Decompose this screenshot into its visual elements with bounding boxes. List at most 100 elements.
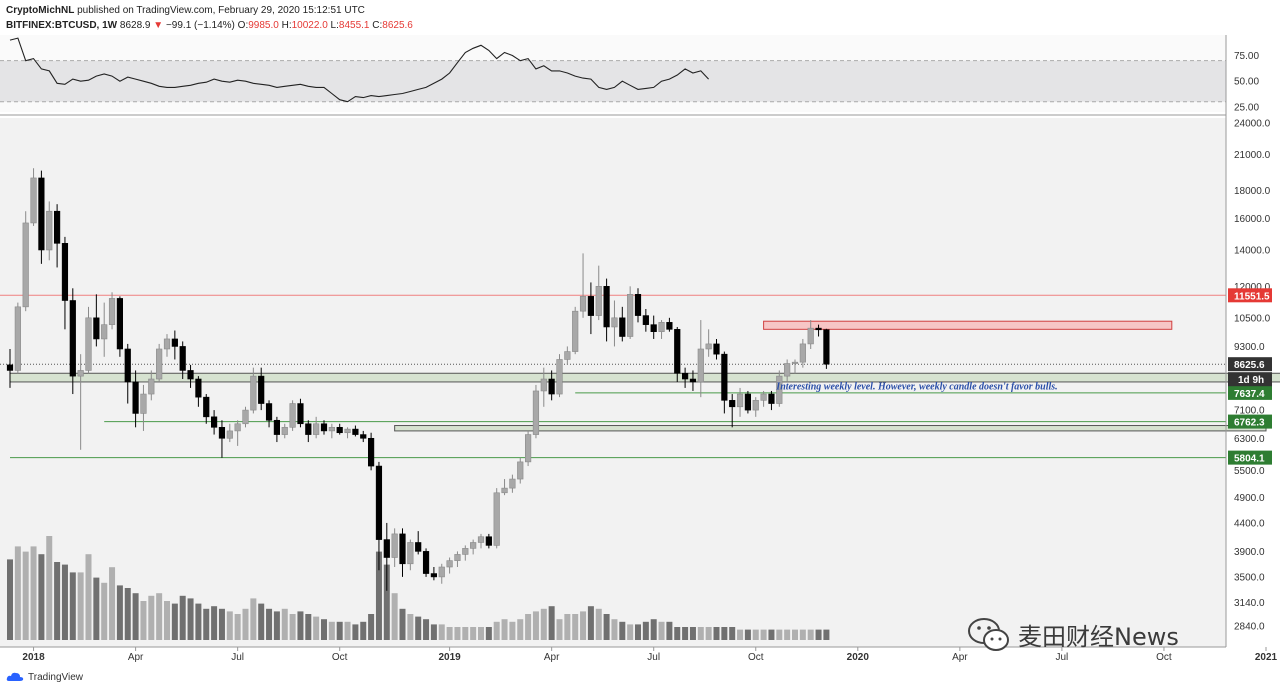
volume-bar <box>140 601 147 640</box>
candle-body <box>30 177 37 224</box>
candle-body <box>595 286 602 316</box>
candle-body <box>383 539 390 558</box>
price-tick-label: 18000.0 <box>1234 186 1271 197</box>
candle-body <box>69 300 76 377</box>
volume-bar <box>611 619 618 640</box>
price-tick-label: 4900.0 <box>1234 493 1265 504</box>
candle-body <box>650 324 657 332</box>
candle-body <box>501 487 508 494</box>
volume-bar <box>368 614 375 640</box>
chart-annotation: Interesting weekly level. However, weekl… <box>775 381 1057 392</box>
candle-body <box>697 348 704 383</box>
volume-bar <box>713 627 720 640</box>
volume-bar <box>313 616 320 640</box>
volume-bar <box>784 629 791 640</box>
level-price-tag <box>1228 385 1272 400</box>
candle-body <box>477 536 485 543</box>
volume-bar <box>344 621 351 640</box>
candle-body <box>211 416 218 428</box>
candle-body <box>548 378 555 395</box>
level-price-label: 7637.4 <box>1234 389 1265 400</box>
candle-body <box>485 536 492 546</box>
time-tick-label: Apr <box>544 652 560 663</box>
volume-bar <box>744 629 751 640</box>
candle-body <box>407 542 414 565</box>
candle-body <box>132 381 139 414</box>
candle-body <box>784 363 791 377</box>
candle-body <box>250 375 257 411</box>
volume-bar <box>281 608 288 640</box>
countdown-label: 1d 9h <box>1238 375 1264 386</box>
candle-body <box>61 243 69 301</box>
candle-body <box>195 378 202 398</box>
candle-body <box>93 317 100 340</box>
price-tick-label: 16000.0 <box>1234 214 1271 225</box>
volume-bar <box>729 627 736 640</box>
level-price-label: 5804.1 <box>1234 454 1265 465</box>
volume-bar <box>642 621 649 640</box>
header-row-quote: BITFINEX:BTCUSD, 1W 8628.9 ▼ −99.1 (−1.1… <box>6 18 906 33</box>
candle-body <box>328 427 335 432</box>
candle-body <box>438 566 445 578</box>
candle-body <box>320 423 328 432</box>
volume-bar <box>61 564 68 640</box>
candle-body <box>674 329 681 374</box>
candle-body <box>603 286 610 328</box>
volume-bar <box>54 562 61 640</box>
price-tick-label: 24000.0 <box>1234 118 1271 129</box>
volume-bar <box>132 593 139 640</box>
volume-bar <box>38 554 45 640</box>
volume-bar <box>650 619 657 640</box>
volume-bar <box>250 598 257 640</box>
price-tick-label: 10500.0 <box>1234 313 1271 324</box>
candle-body <box>666 322 673 330</box>
candle-body <box>258 375 265 404</box>
support-zone <box>394 425 1267 432</box>
volume-bar <box>360 621 367 640</box>
candle-body <box>744 393 751 411</box>
ohlc-close-label: C: <box>372 20 383 31</box>
author-name[interactable]: CryptoMichNL <box>6 5 75 16</box>
axes: 75.00 50.00 25.00 24000.0 21000.0 18000.0 1600… <box>0 35 1278 663</box>
volume-bar <box>226 611 233 640</box>
symbol-label[interactable]: BITFINEX:BTCUSD, 1W <box>6 20 118 31</box>
candle-body <box>721 353 728 401</box>
candle-body <box>85 317 92 371</box>
down-arrow-icon: ▼ <box>153 20 164 31</box>
price-tick-label: 3500.0 <box>1234 572 1265 583</box>
volume-bar <box>438 624 445 640</box>
price-tick-label: 4400.0 <box>1234 518 1265 529</box>
tradingview-logo[interactable]: TradingView <box>6 671 83 683</box>
volume-bar <box>627 624 634 640</box>
time-tick-label: Apr <box>952 652 968 663</box>
candle-body <box>53 210 61 244</box>
volume-bar <box>22 551 29 640</box>
candle-body <box>399 533 406 565</box>
price-tick-label: 12000.0 <box>1234 282 1271 293</box>
candle-body <box>297 403 304 425</box>
volume-bar <box>124 588 131 640</box>
candle-body <box>681 372 689 380</box>
volume-bar <box>352 624 359 640</box>
volume-bar <box>485 627 492 640</box>
volume-bar <box>768 629 775 640</box>
candle-body <box>6 364 14 371</box>
volume-bar <box>525 614 532 640</box>
time-tick-label: Oct <box>1156 652 1172 663</box>
volume-bar <box>752 629 759 640</box>
candle-body <box>171 338 178 347</box>
candle-body <box>273 419 281 435</box>
volume-bar <box>799 629 806 640</box>
volume-bar <box>548 606 555 640</box>
volume-bar <box>776 629 783 640</box>
level-price-tag <box>1228 288 1272 303</box>
price-tick-label: 14000.0 <box>1234 245 1271 256</box>
volume-bar <box>689 627 696 640</box>
candle-body <box>375 465 383 540</box>
volume-bar <box>658 621 665 640</box>
candle-body <box>470 542 477 549</box>
volume-bar <box>85 554 92 640</box>
volume-bar <box>14 546 21 640</box>
watermark-text: 麦田财经News <box>1018 622 1179 651</box>
